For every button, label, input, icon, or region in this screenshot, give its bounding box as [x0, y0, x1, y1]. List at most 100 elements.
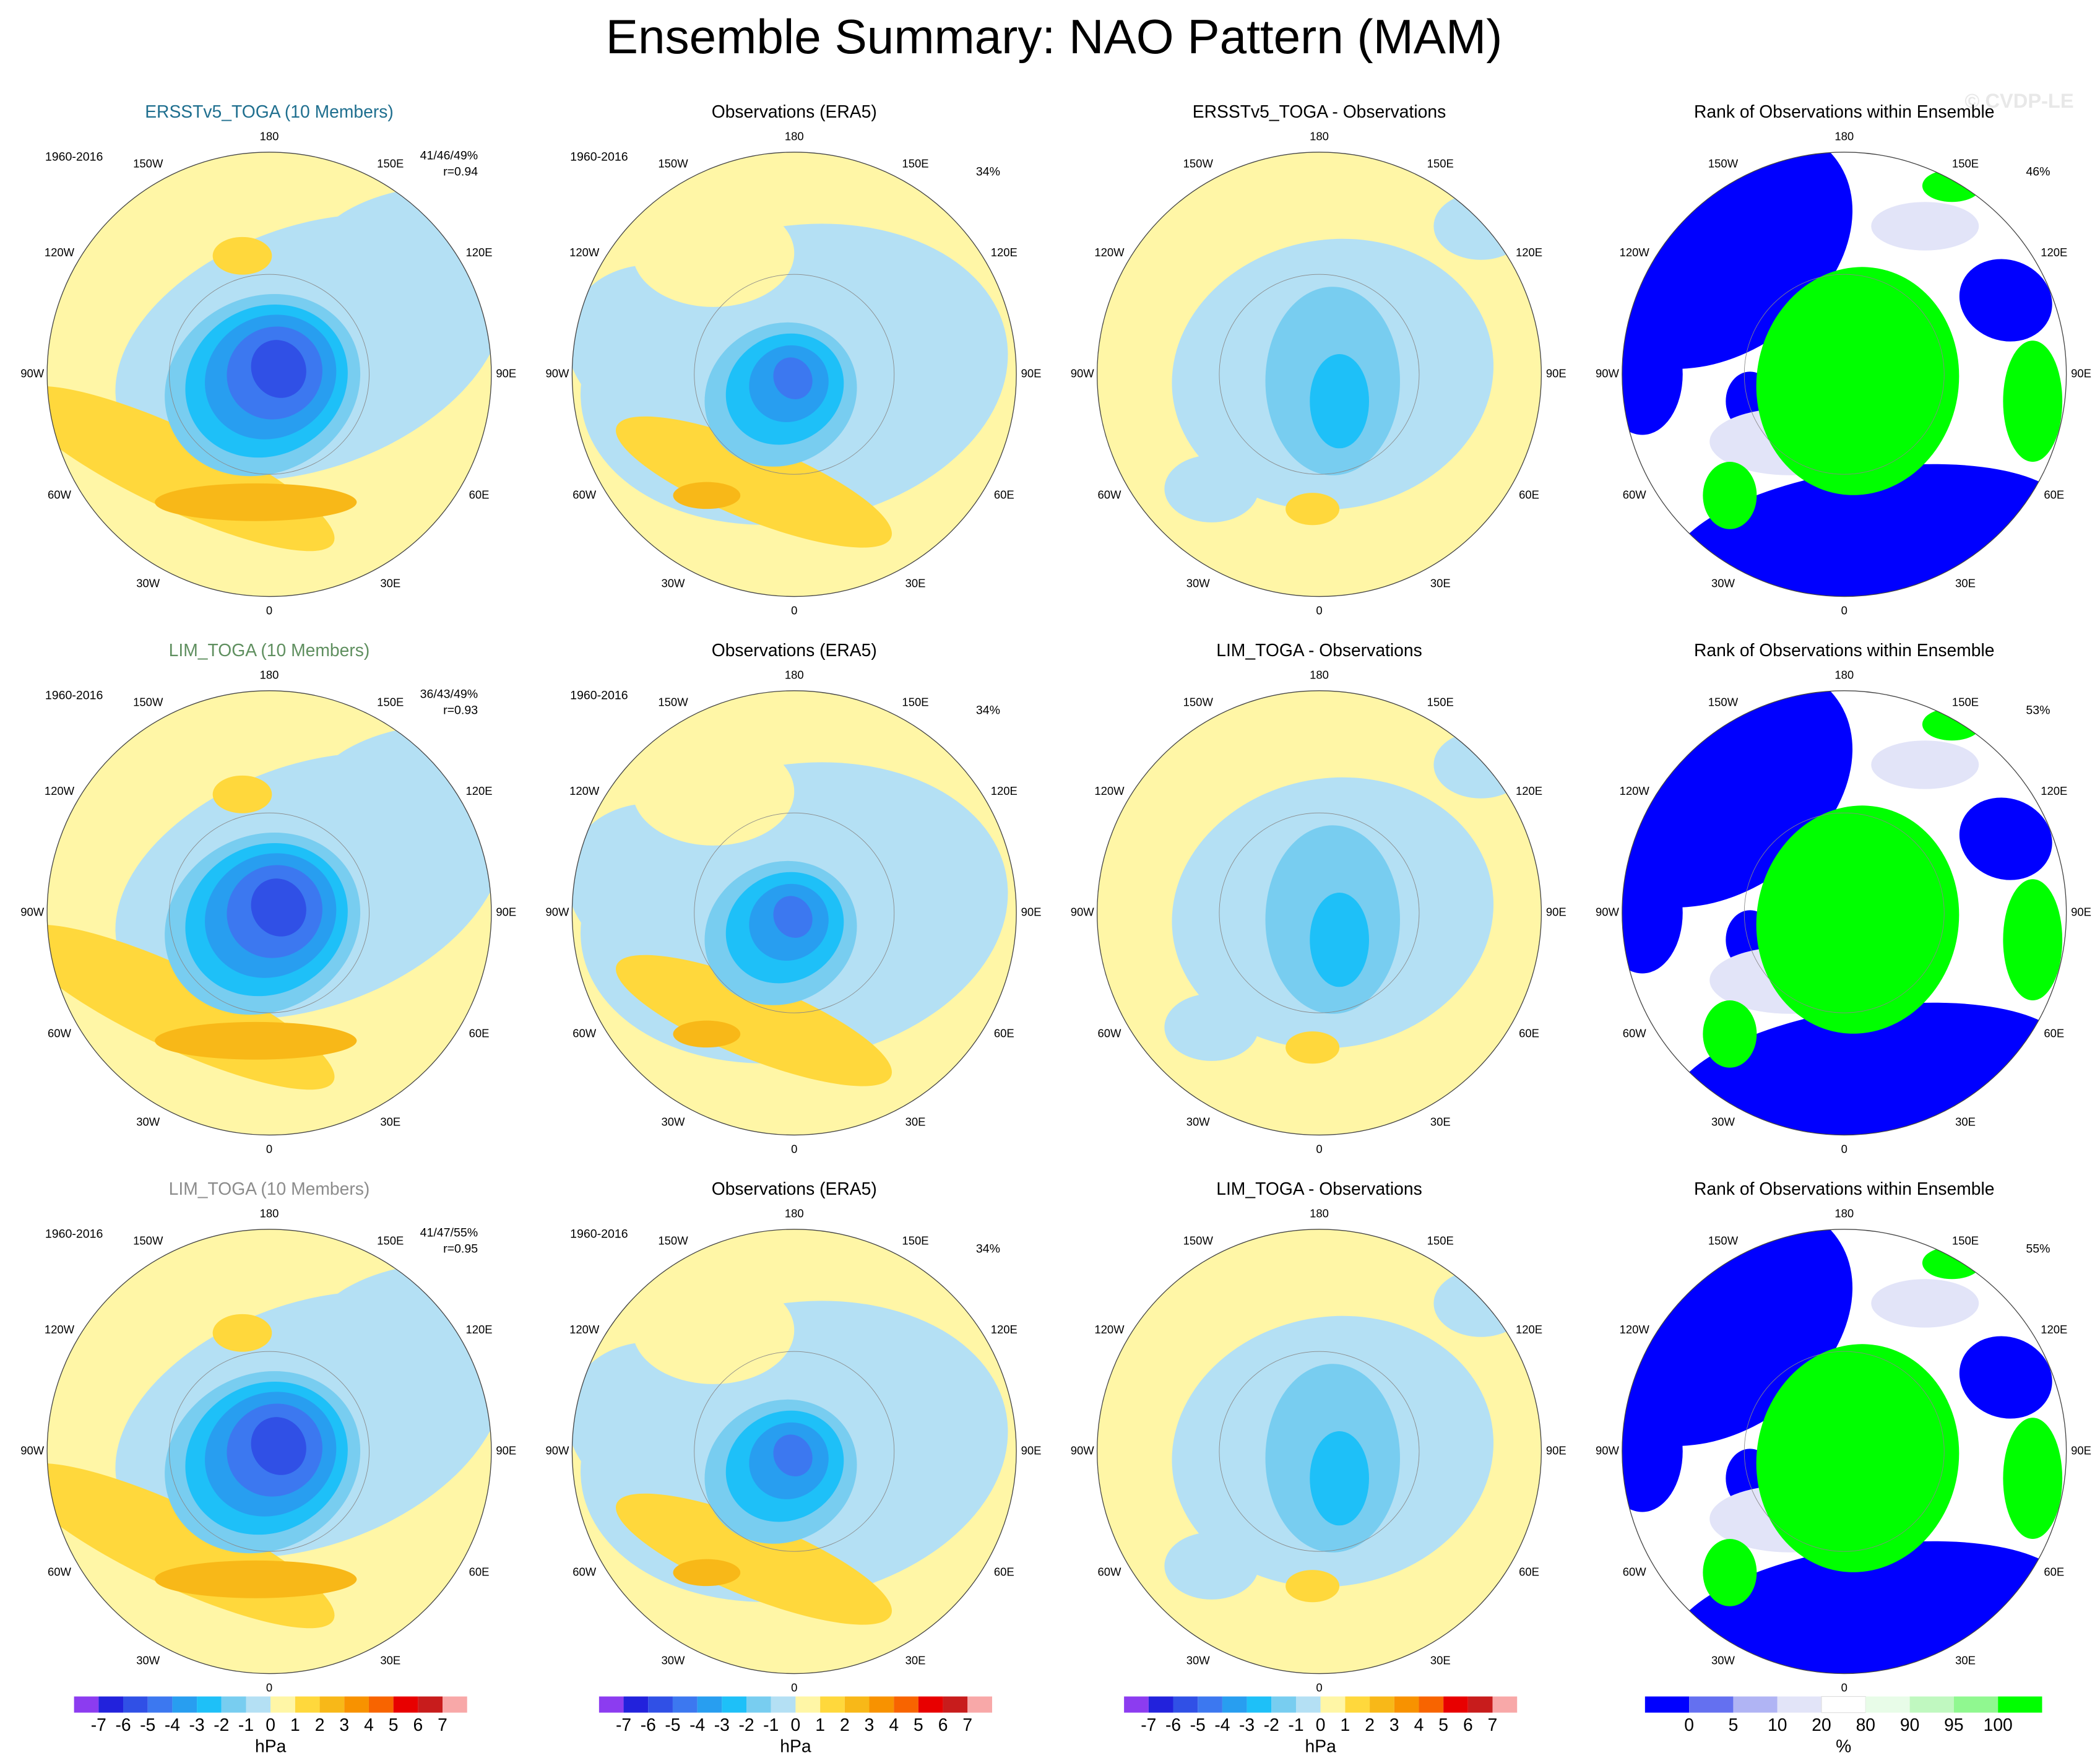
pattern-correlation: r=0.93	[443, 704, 478, 717]
colorbar-unit: hPa	[780, 1736, 811, 1756]
colorbar-label: 5	[389, 1715, 399, 1735]
latitude-circle	[1744, 812, 1945, 1013]
colorbar-box	[697, 1696, 722, 1713]
longitude-label: 150E	[377, 157, 404, 170]
longitude-label: 60E	[994, 1026, 1014, 1039]
colorbar-label: 6	[1463, 1715, 1473, 1735]
longitude-label: 30W	[1186, 1115, 1211, 1128]
colorbar-label: -2	[214, 1715, 229, 1735]
longitude-label: 90W	[20, 367, 45, 380]
colorbar-label: 5	[1438, 1715, 1448, 1735]
longitude-label: 120W	[1620, 1323, 1650, 1336]
contour-fill	[155, 1560, 357, 1598]
pattern-stat: 41/47/55%	[420, 1226, 478, 1239]
longitude-label: 120W	[1094, 1323, 1125, 1336]
contour-fill	[1622, 1390, 1683, 1512]
period-label: 1960-2016	[570, 1228, 628, 1241]
contour-fill	[1622, 852, 1683, 974]
colorbar-box	[1394, 1696, 1419, 1713]
longitude-label: 180	[785, 1207, 804, 1220]
longitude-label: 120W	[45, 1323, 75, 1336]
contour-fill	[673, 1559, 741, 1587]
map	[1097, 152, 1542, 597]
longitude-label: 0	[266, 1142, 272, 1155]
longitude-label: 30E	[905, 577, 926, 590]
longitude-label: 30W	[662, 577, 686, 590]
longitude-label: 180	[1310, 1207, 1329, 1220]
colorbar-box	[368, 1696, 394, 1713]
colorbar-label: -1	[763, 1715, 779, 1735]
colorbar-box	[319, 1696, 345, 1713]
map	[572, 152, 1017, 597]
colorbar-box	[795, 1696, 821, 1713]
panel-title: Rank of Observations within Ensemble	[1694, 1179, 1994, 1198]
map-outline	[46, 1229, 492, 1674]
contour-fill	[1871, 740, 1979, 789]
longitude-label: 120E	[465, 1323, 492, 1336]
longitude-label: 120E	[2041, 784, 2067, 797]
pattern-stat: 34%	[976, 1242, 1000, 1256]
colorbar-box	[418, 1696, 443, 1713]
contour-fill	[616, 416, 892, 548]
colorbar-box	[1953, 1696, 1998, 1713]
colorbar-label: 95	[1944, 1715, 1963, 1735]
longitude-label: 30W	[136, 1115, 160, 1128]
contour-fill	[1756, 805, 1960, 1034]
contour-fill	[1285, 1031, 1340, 1064]
longitude-label: 30E	[905, 1654, 926, 1667]
longitude-label: 120E	[465, 784, 492, 797]
contour-fill	[2003, 1418, 2063, 1540]
longitude-label: 150E	[902, 157, 928, 170]
colorbar-box	[98, 1696, 124, 1713]
longitude-label: 150E	[1427, 1234, 1454, 1247]
latitude-circle	[694, 812, 895, 1013]
map-outline	[46, 152, 492, 597]
longitude-label: 90E	[1546, 906, 1566, 919]
longitude-label: 30W	[1711, 1654, 1735, 1667]
map-outline	[1096, 152, 1542, 597]
longitude-label: 0	[1841, 1142, 1847, 1155]
contour-fill	[1164, 1532, 1259, 1600]
contour-fill	[1285, 1570, 1340, 1603]
period-label: 1960-2016	[570, 150, 628, 164]
colorbar-label: 4	[889, 1715, 899, 1735]
contour-fill	[2003, 879, 2063, 1001]
map-outline	[1096, 690, 1542, 1136]
colorbar-box	[270, 1696, 295, 1713]
map	[572, 1229, 1017, 1674]
contour-fill	[155, 1021, 357, 1060]
colorbar-label: 5	[914, 1715, 923, 1735]
contour-fill	[1959, 797, 2052, 880]
contour-fill	[773, 1434, 813, 1476]
longitude-label: 120E	[2041, 246, 2067, 259]
colorbar-label: -2	[1264, 1715, 1279, 1735]
longitude-label: 120W	[569, 246, 600, 259]
colorbar-label: 5	[1729, 1715, 1739, 1735]
longitude-label: 120E	[1516, 1323, 1542, 1336]
colorbar-box	[1173, 1696, 1198, 1713]
longitude-label: 0	[1316, 1681, 1322, 1694]
colorbar-box	[1865, 1696, 1910, 1713]
longitude-label: 150W	[1183, 1234, 1214, 1247]
period-label: 1960-2016	[570, 689, 628, 703]
contour-fill	[212, 1314, 272, 1352]
longitude-label: 60W	[1097, 1565, 1121, 1578]
longitude-label: 60E	[469, 1565, 490, 1578]
longitude-label: 150E	[1952, 696, 1979, 709]
colorbar-label: -7	[616, 1715, 631, 1735]
colorbar-label: 10	[1768, 1715, 1787, 1735]
colorbar-box	[1689, 1696, 1734, 1713]
colorbar-box	[1198, 1696, 1222, 1713]
longitude-label: 150E	[377, 696, 404, 709]
longitude-label: 120E	[991, 246, 1018, 259]
colorbar-label: -6	[115, 1715, 131, 1735]
colorbar-label: -4	[1214, 1715, 1230, 1735]
colorbar-label: 0	[791, 1715, 801, 1735]
latitude-circle	[1744, 1351, 1945, 1552]
longitude-label: 90W	[20, 1444, 45, 1457]
map	[1097, 690, 1542, 1135]
pattern-stat: 36/43/49%	[420, 687, 478, 701]
latitude-circle	[169, 274, 369, 475]
colorbar-label: 80	[1856, 1715, 1875, 1735]
